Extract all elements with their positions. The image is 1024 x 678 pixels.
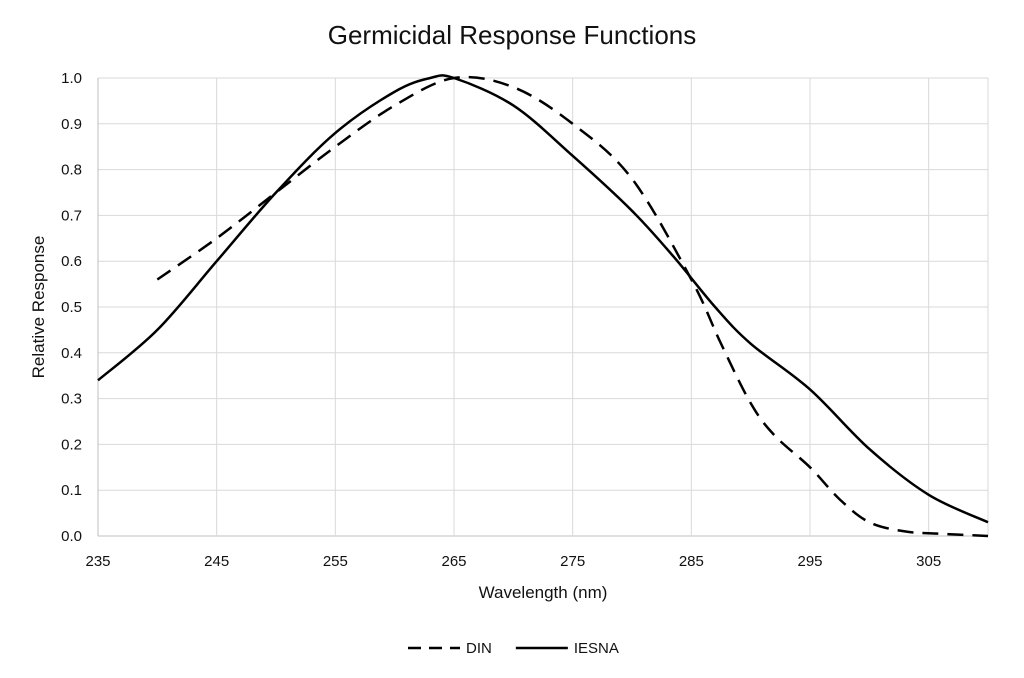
y-tick-label: 0.7 — [61, 207, 82, 224]
x-tick-label: 235 — [85, 553, 110, 570]
y-tick-label: 0.6 — [61, 253, 82, 270]
x-axis-label: Wavelength (nm) — [479, 583, 608, 602]
y-tick-labels: 0.0 0.1 0.2 0.3 0.4 0.5 0.6 0.7 0.8 0.9 1.0 — [61, 70, 82, 545]
x-tick-label: 275 — [560, 553, 585, 570]
legend-label: IESNA — [574, 640, 619, 657]
y-tick-label: 0.0 — [61, 528, 82, 545]
y-tick-label: 0.9 — [61, 116, 82, 133]
y-tick-label: 1.0 — [61, 70, 82, 87]
y-tick-label: 0.3 — [61, 391, 82, 408]
y-tick-label: 0.5 — [61, 299, 82, 316]
series-line-din — [156, 75, 989, 538]
series-line-iesna — [97, 74, 989, 524]
legend: DIN IESNA — [408, 640, 619, 657]
legend-label: DIN — [466, 640, 492, 657]
x-tick-label: 295 — [797, 553, 822, 570]
y-tick-label: 0.4 — [61, 345, 82, 362]
chart-title: Germicidal Response Functions — [328, 20, 697, 50]
x-tick-label: 255 — [323, 553, 348, 570]
y-tick-label: 0.2 — [61, 436, 82, 453]
x-tick-label: 245 — [204, 553, 229, 570]
y-tick-label: 0.8 — [61, 162, 82, 179]
x-tick-label: 285 — [679, 553, 704, 570]
legend-item-din: DIN — [408, 640, 492, 657]
legend-item-iesna: IESNA — [515, 640, 619, 657]
series-layer — [97, 74, 989, 538]
x-tick-label: 265 — [441, 553, 466, 570]
x-tick-labels: 235 245 255 265 275 285 295 305 — [85, 553, 941, 570]
x-tick-label: 305 — [916, 553, 941, 570]
grid-layer — [97, 77, 989, 537]
y-axis-label: Relative Response — [29, 236, 48, 379]
y-tick-label: 0.1 — [61, 482, 82, 499]
